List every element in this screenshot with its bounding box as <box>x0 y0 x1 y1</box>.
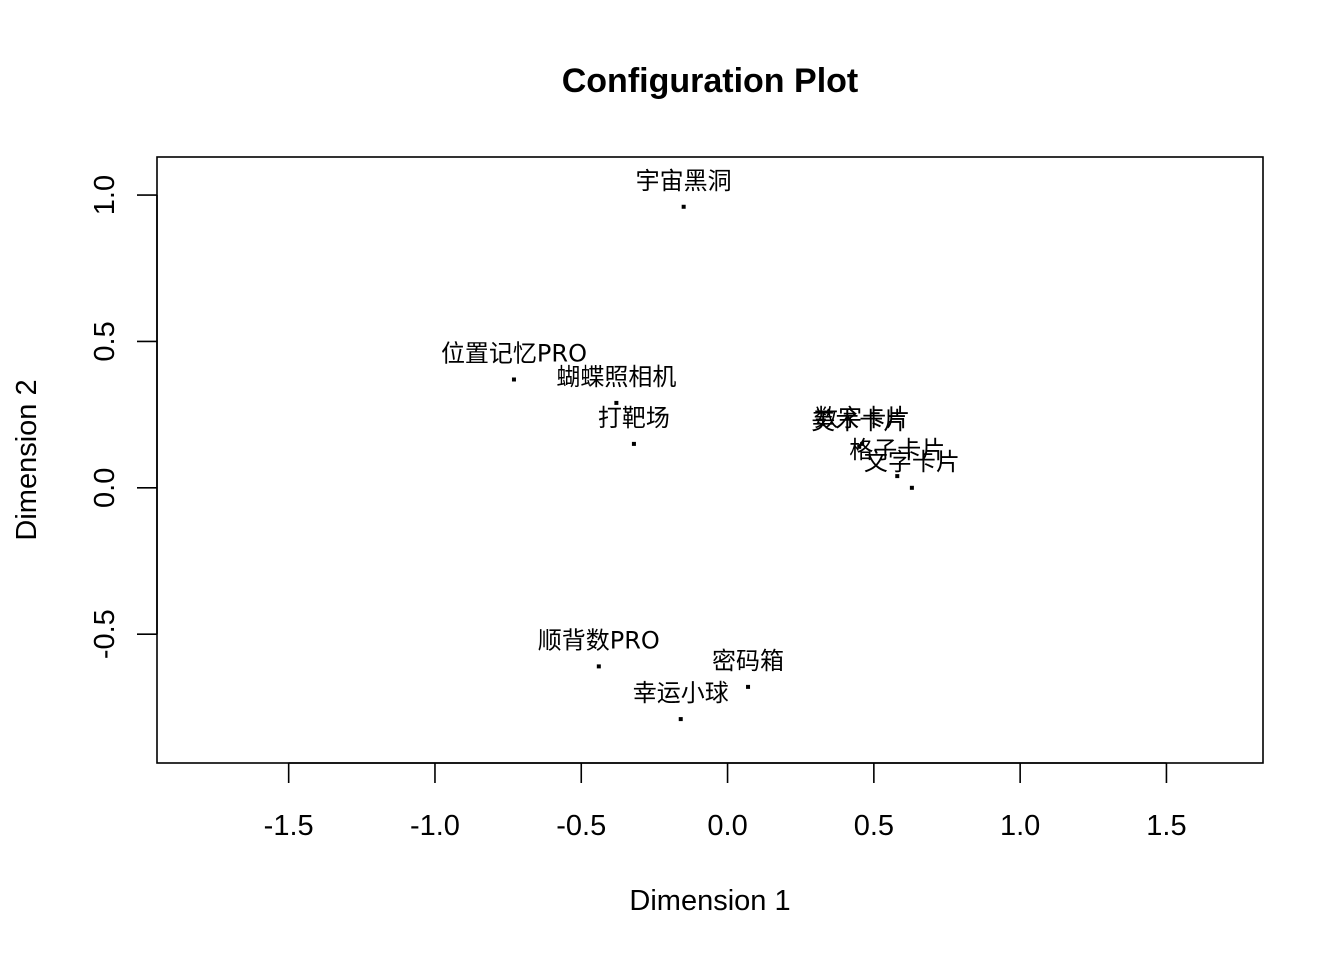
plot-frame <box>156 156 1264 764</box>
data-label: 打靶场 <box>598 404 670 432</box>
data-label: 密码箱 <box>712 647 784 675</box>
data-label: 文字卡片 <box>864 448 960 476</box>
x-tick-label: -1.0 <box>410 810 460 842</box>
y-axis: -0.5 0.0 0.5 1.0 <box>89 175 158 659</box>
data-point <box>596 664 601 669</box>
data-label: 蝴蝶照相机 <box>556 363 676 391</box>
data-point <box>909 485 914 490</box>
data-point <box>511 377 516 382</box>
y-tick-label: 0.0 <box>89 468 121 508</box>
x-axis: -1.5 -1.0 -0.5 0.0 0.5 1.0 1.5 <box>264 762 1187 842</box>
data-point <box>746 684 751 689</box>
data-label: 幸运小球 <box>633 679 729 707</box>
y-axis-title: Dimension 2 <box>11 379 43 540</box>
data-point <box>857 444 862 449</box>
chart-title: Configuration Plot <box>562 62 859 100</box>
x-tick-label: 0.5 <box>854 810 894 842</box>
x-tick-label: 1.5 <box>1146 810 1186 842</box>
data-point <box>678 717 683 722</box>
data-label: 位置记忆PRO <box>441 339 587 367</box>
data-label: 数字卡片 <box>814 404 910 432</box>
x-axis-title: Dimension 1 <box>629 885 790 917</box>
x-tick-label: -0.5 <box>556 810 606 842</box>
data-point <box>614 400 619 405</box>
data-point <box>681 204 686 209</box>
data-label: 顺背数PRO <box>538 626 660 654</box>
y-tick-label: 0.5 <box>89 321 121 361</box>
data-point <box>895 474 900 479</box>
data-point <box>860 441 865 446</box>
y-tick-label: 1.0 <box>89 175 121 215</box>
data-label: 美术卡片 <box>811 407 907 435</box>
x-tick-label: 0.0 <box>707 810 747 842</box>
y-tick-label: -0.5 <box>89 609 121 659</box>
x-tick-label: 1.0 <box>1000 810 1040 842</box>
data-label: 宇宙黑洞 <box>636 167 732 195</box>
data-point <box>631 441 636 446</box>
data-label: 格子卡片 <box>849 436 945 464</box>
x-tick-label: -1.5 <box>264 810 314 842</box>
